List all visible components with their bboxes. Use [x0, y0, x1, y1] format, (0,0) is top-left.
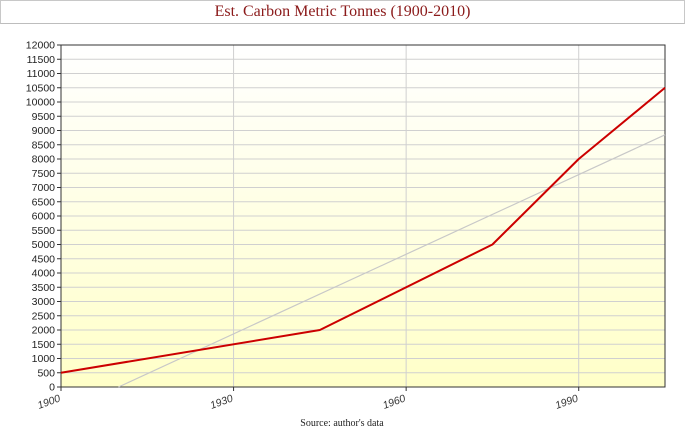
plot-frame — [60, 44, 666, 388]
y-tick-label: 10500 — [26, 82, 55, 94]
y-tick-label: 7500 — [32, 168, 56, 180]
y-tick-label: 6500 — [32, 196, 56, 208]
y-tick-label: 0 — [49, 382, 55, 394]
y-tick-label: 6000 — [32, 211, 56, 223]
x-tick-label: 1990 — [554, 392, 580, 411]
y-tick-label: 9000 — [32, 125, 56, 137]
y-tick-label: 5000 — [32, 239, 56, 251]
y-tick-label: 1500 — [32, 339, 56, 351]
y-tick-label: 4000 — [32, 268, 56, 280]
y-tick-label: 12000 — [26, 40, 55, 52]
x-tick-label: 1900 — [36, 392, 62, 411]
y-tick-label: 10000 — [26, 97, 55, 109]
y-tick-label: 500 — [37, 367, 55, 379]
y-tick-label: 5500 — [32, 225, 56, 237]
x-tick-label: 1930 — [209, 392, 235, 411]
trend-line — [118, 134, 666, 388]
y-tick-label: 2500 — [32, 310, 56, 322]
y-tick-label: 4500 — [32, 253, 56, 265]
x-tick-label: 1960 — [381, 392, 407, 411]
y-tick-label: 3000 — [32, 296, 56, 308]
y-tick-label: 7000 — [32, 182, 56, 194]
y-tick-label: 9500 — [32, 111, 56, 123]
source-note: Source: author's data — [300, 418, 384, 429]
y-tick-label: 8000 — [32, 154, 56, 166]
chart-title: Est. Carbon Metric Tonnes (1900-2010) — [0, 0, 685, 24]
y-tick-label: 1000 — [32, 353, 56, 365]
y-tick-label: 3500 — [32, 282, 56, 294]
y-tick-label: 8500 — [32, 139, 56, 151]
y-tick-label: 11000 — [27, 68, 56, 80]
y-tick-label: 11500 — [27, 54, 56, 66]
y-tick-label: 2000 — [32, 325, 56, 337]
